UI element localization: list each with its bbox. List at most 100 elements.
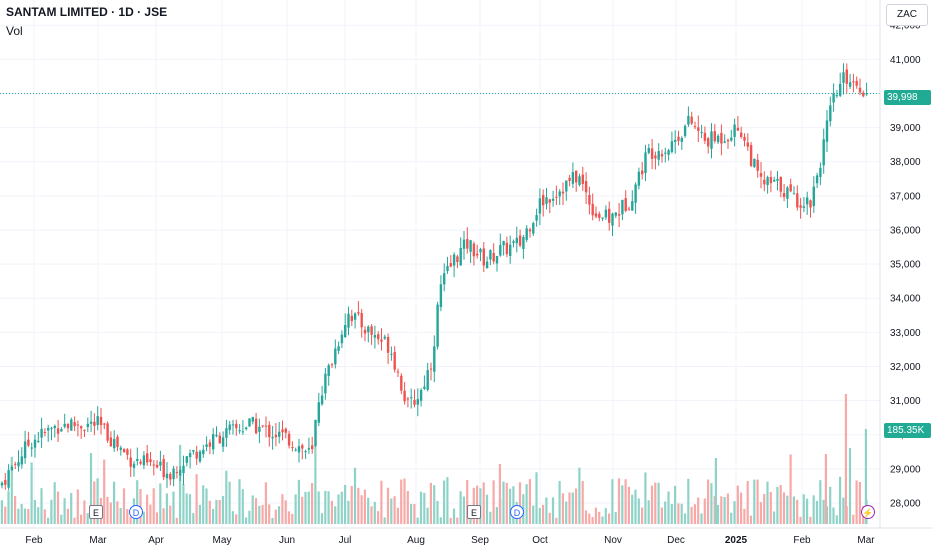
candle-body xyxy=(132,463,136,468)
candle-body xyxy=(848,82,852,87)
candle-body xyxy=(776,178,779,181)
flash-event-marker[interactable]: ⚡ xyxy=(861,505,875,519)
candle-body xyxy=(443,273,446,285)
candle-body xyxy=(707,138,710,147)
volume-bar xyxy=(60,514,63,524)
candle-body xyxy=(129,457,132,467)
candle-body xyxy=(122,448,126,453)
candle-body xyxy=(485,261,489,269)
dividend-event-marker[interactable]: D xyxy=(510,505,524,519)
candle-body xyxy=(350,315,353,322)
volume-bar xyxy=(86,513,89,524)
volume-bar xyxy=(14,495,17,524)
volume-bar xyxy=(680,503,683,524)
candle-body xyxy=(86,423,89,428)
volume-bar xyxy=(641,507,644,524)
dividend-event-marker[interactable]: D xyxy=(129,505,143,519)
volume-bar xyxy=(76,489,79,524)
volume-bar xyxy=(149,504,152,524)
volume-bar xyxy=(248,510,251,524)
volume-bar xyxy=(740,492,743,524)
volume-bar xyxy=(43,509,46,524)
candle-body xyxy=(258,426,261,432)
volume-bar xyxy=(707,479,710,524)
candle-body xyxy=(509,244,512,256)
candle-body xyxy=(551,198,555,201)
candle-body xyxy=(627,208,631,210)
earnings-event-marker[interactable]: E xyxy=(89,505,103,519)
volume-bar xyxy=(492,480,495,524)
volume-bar xyxy=(30,462,33,524)
volume-bar xyxy=(809,516,812,524)
candle-body xyxy=(588,195,591,205)
volume-bar xyxy=(413,503,416,524)
candle-body xyxy=(235,423,238,429)
candle-body xyxy=(159,461,162,466)
candle-body xyxy=(660,154,664,157)
candle-body xyxy=(281,429,284,433)
candle-body xyxy=(773,180,776,182)
volume-bar xyxy=(842,497,845,524)
volume-bar xyxy=(667,491,670,524)
candle-body xyxy=(611,213,614,226)
candle-body xyxy=(245,427,248,430)
candle-body xyxy=(264,425,268,427)
candle-body xyxy=(710,131,713,149)
volume-indicator-label[interactable]: Vol xyxy=(6,24,23,38)
volume-bar xyxy=(436,500,439,524)
volume-bar xyxy=(466,479,469,524)
volume-bar xyxy=(357,487,360,524)
volume-bar xyxy=(670,503,673,524)
candle-body xyxy=(806,197,809,205)
candle-body xyxy=(865,93,868,95)
time-axis[interactable]: Feb Mar Apr May Jun Jul Aug Sep Oct Nov Dec 2025 Feb… xyxy=(25,535,875,546)
volume-bar xyxy=(162,508,165,524)
candle-body xyxy=(198,451,202,462)
candle-body xyxy=(320,395,324,405)
candle-body xyxy=(558,191,561,197)
candle-body xyxy=(578,176,581,185)
volume-bar xyxy=(330,500,333,524)
volume-bar xyxy=(264,482,267,524)
candle-body xyxy=(855,80,858,86)
candle-body xyxy=(555,196,558,198)
candle-body xyxy=(822,139,825,166)
volume-bar xyxy=(621,485,624,524)
candle-body xyxy=(667,150,670,155)
volume-bar xyxy=(802,494,805,524)
candle-body xyxy=(238,430,241,432)
candle-body xyxy=(390,353,393,355)
volume-bar xyxy=(498,464,501,524)
volume-bar xyxy=(324,490,327,524)
candle-body xyxy=(736,127,740,131)
candle-body xyxy=(426,370,429,390)
candlesticks xyxy=(0,63,868,491)
candle-body xyxy=(815,175,819,184)
symbol-title[interactable]: SANTAM LIMITED · 1D · JSE xyxy=(6,5,168,19)
volume-bar xyxy=(723,496,726,524)
candle-body xyxy=(169,473,172,480)
candle-body xyxy=(482,248,485,266)
volume-bar xyxy=(271,517,274,524)
candle-body xyxy=(697,127,700,131)
candle-body xyxy=(215,434,218,437)
currency-badge[interactable]: ZAC xyxy=(886,4,928,26)
candle-body xyxy=(47,427,50,431)
volume-bar xyxy=(287,511,291,524)
earnings-event-marker[interactable]: E xyxy=(467,505,481,519)
candle-body xyxy=(271,437,274,439)
candle-body xyxy=(294,449,297,451)
price-tick-label: 31,000 xyxy=(890,396,921,407)
candle-body xyxy=(492,253,495,262)
candle-body xyxy=(291,447,294,449)
candle-body xyxy=(297,446,301,453)
candle-body xyxy=(146,453,149,463)
volume-bar xyxy=(716,504,720,524)
volume-bar xyxy=(400,479,403,524)
time-tick-label: Dec xyxy=(667,535,685,546)
price-tick-label: 39,000 xyxy=(890,123,921,134)
candle-body xyxy=(182,465,185,474)
volume-bar xyxy=(505,482,508,524)
candle-body xyxy=(139,461,142,464)
